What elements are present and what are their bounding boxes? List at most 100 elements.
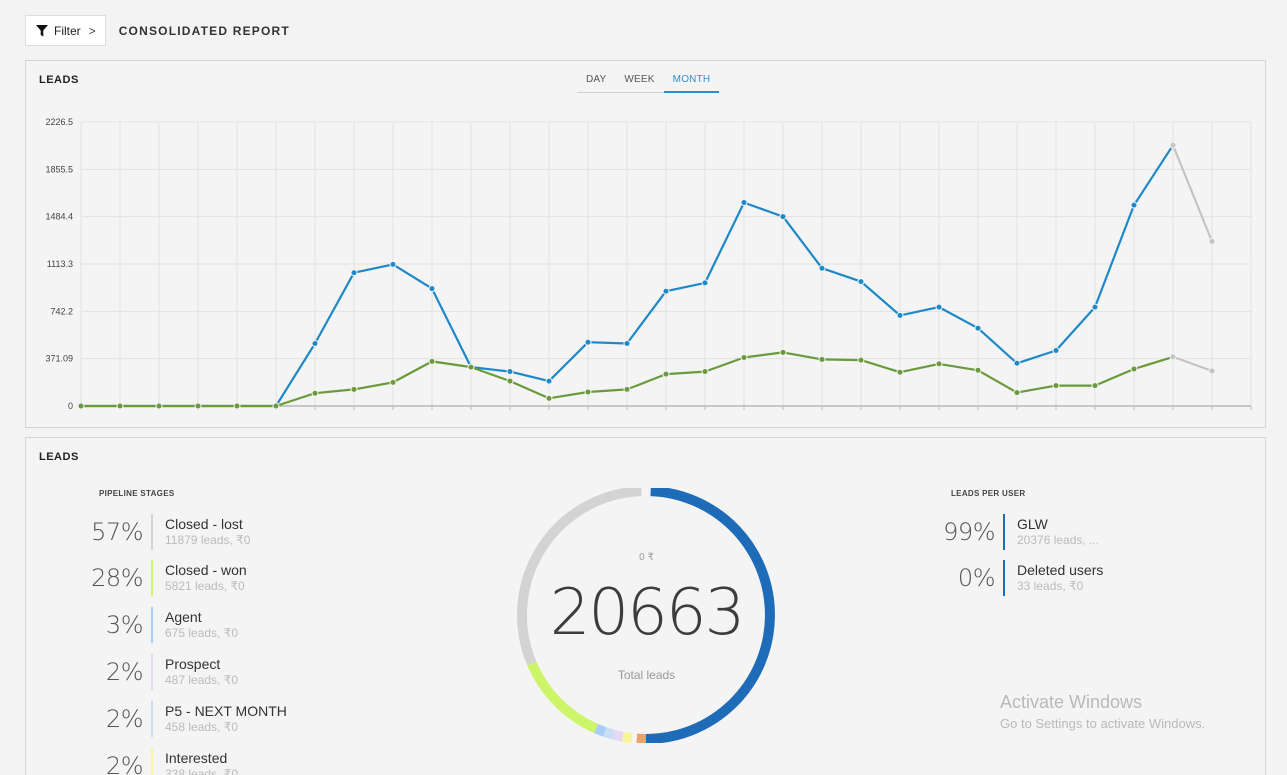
stage-row[interactable]: 2% Interested 338 leads, ₹0 [81, 748, 238, 775]
pipeline-stages-title: PIPELINE STAGES [99, 489, 175, 498]
watermark-title: Activate Windows [1000, 692, 1143, 712]
user-name: Deleted users [1017, 562, 1104, 578]
user-color-bar [1003, 560, 1005, 596]
stage-color-bar [151, 748, 153, 775]
stage-percent: 3% [105, 611, 144, 639]
data-point [818, 264, 826, 272]
stage-details: 487 leads, ₹0 [165, 673, 239, 687]
donut-segment [621, 731, 633, 744]
data-point [1052, 347, 1060, 355]
user-details: 33 leads, ₹0 [1017, 579, 1084, 593]
stage-percent: 2% [105, 752, 144, 775]
data-point [896, 311, 904, 319]
user-percent: 99% [943, 518, 995, 546]
donut-segment [612, 729, 624, 742]
period-tabs: DAY WEEK MONTH [577, 73, 720, 93]
data-point [545, 394, 553, 402]
user-name: GLW [1017, 516, 1048, 532]
y-tick-label: 371.09 [45, 354, 73, 364]
stage-row[interactable]: 57% Closed - lost 11879 leads, ₹0 [81, 514, 250, 550]
data-point [350, 269, 358, 277]
data-point [1130, 365, 1138, 373]
tab-month[interactable]: MONTH [663, 73, 720, 93]
donut-segment [594, 723, 607, 737]
donut-segment [527, 661, 599, 734]
chart-panel-title: LEADS [39, 74, 79, 86]
donut-amount: 0 ₹ [639, 552, 654, 563]
stage-color-bar [151, 514, 153, 550]
stage-name: P5 - NEXT MONTH [165, 703, 287, 719]
data-point [194, 402, 202, 410]
data-point [701, 368, 709, 376]
data-point [623, 339, 631, 347]
tab-day[interactable]: DAY [586, 74, 607, 85]
total-leads-count: 20663 [549, 576, 746, 650]
data-point [779, 213, 787, 221]
stage-name: Prospect [165, 656, 221, 672]
data-point [740, 199, 748, 207]
stage-name: Interested [165, 750, 228, 766]
activate-windows-watermark: Activate Windows Go to Settings to activ… [1000, 692, 1205, 731]
stage-row[interactable]: 2% Prospect 487 leads, ₹0 [81, 654, 238, 690]
donut-segment [603, 727, 616, 740]
user-color-bar [1003, 514, 1005, 550]
data-point [1169, 353, 1177, 361]
data-point [779, 348, 787, 356]
data-point [974, 324, 982, 332]
data-point [896, 368, 904, 376]
stage-percent: 2% [105, 658, 144, 686]
stage-percent: 57% [91, 518, 143, 546]
series-line [1172, 355, 1213, 372]
tab-week[interactable]: WEEK [624, 74, 655, 85]
data-point [584, 388, 592, 396]
stage-name: Closed - won [165, 562, 247, 578]
data-point [857, 356, 865, 364]
filter-button[interactable]: Filter > [25, 15, 106, 46]
data-point [1130, 201, 1138, 209]
data-point [311, 339, 319, 347]
data-point [1208, 367, 1216, 375]
data-point [740, 354, 748, 362]
data-point [389, 378, 397, 386]
stage-details: 675 leads, ₹0 [165, 626, 239, 640]
series-line [1171, 144, 1214, 242]
stage-details: 11879 leads, ₹0 [165, 533, 251, 547]
stage-row[interactable]: 28% Closed - won 5821 leads, ₹0 [81, 560, 247, 596]
data-point [155, 402, 163, 410]
data-point [116, 402, 124, 410]
donut-chart [517, 486, 775, 745]
data-point [233, 402, 241, 410]
filter-label: Filter [54, 23, 81, 38]
stage-row[interactable]: 2% P5 - NEXT MONTH 458 leads, ₹0 [81, 701, 287, 737]
user-row[interactable]: 99% GLW 20376 leads, ... [933, 514, 1099, 550]
data-point [935, 360, 943, 368]
donut-segment [645, 486, 775, 744]
total-leads-donut: 0 ₹ 20663 Total leads [514, 486, 779, 745]
leads-summary-panel: LEADS PIPELINE STAGES 57% Closed - lost … [25, 437, 1266, 775]
data-point [311, 389, 319, 397]
data-point [1052, 382, 1060, 390]
data-point [623, 385, 631, 393]
data-point [701, 279, 709, 287]
data-point [77, 402, 85, 410]
stage-name: Closed - lost [165, 516, 243, 532]
funnel-icon [36, 24, 48, 36]
y-tick-label: 0 [68, 401, 73, 411]
leads-per-user-title: LEADS PER USER [951, 489, 1026, 498]
stage-details: 458 leads, ₹0 [165, 720, 239, 734]
user-details: 20376 leads, ... [1017, 533, 1100, 547]
total-leads-caption: Total leads [617, 668, 676, 682]
y-tick-label: 1855.5 [45, 164, 73, 174]
data-point [545, 377, 553, 385]
leads-line-chart: 2226.5 1855.5 1484.4 1113.3 742.2 371.09 0 [45, 117, 1252, 411]
data-point [1169, 141, 1177, 149]
data-point [974, 366, 982, 374]
stage-color-bar [151, 607, 153, 643]
data-point [662, 370, 670, 378]
user-row[interactable]: 0% Deleted users 33 leads, ₹0 [933, 560, 1103, 596]
data-point [584, 338, 592, 346]
stage-row[interactable]: 3% Agent 675 leads, ₹0 [81, 607, 238, 643]
data-point [1091, 303, 1099, 311]
stage-color-bar [151, 560, 153, 596]
y-tick-label: 742.2 [50, 306, 73, 316]
